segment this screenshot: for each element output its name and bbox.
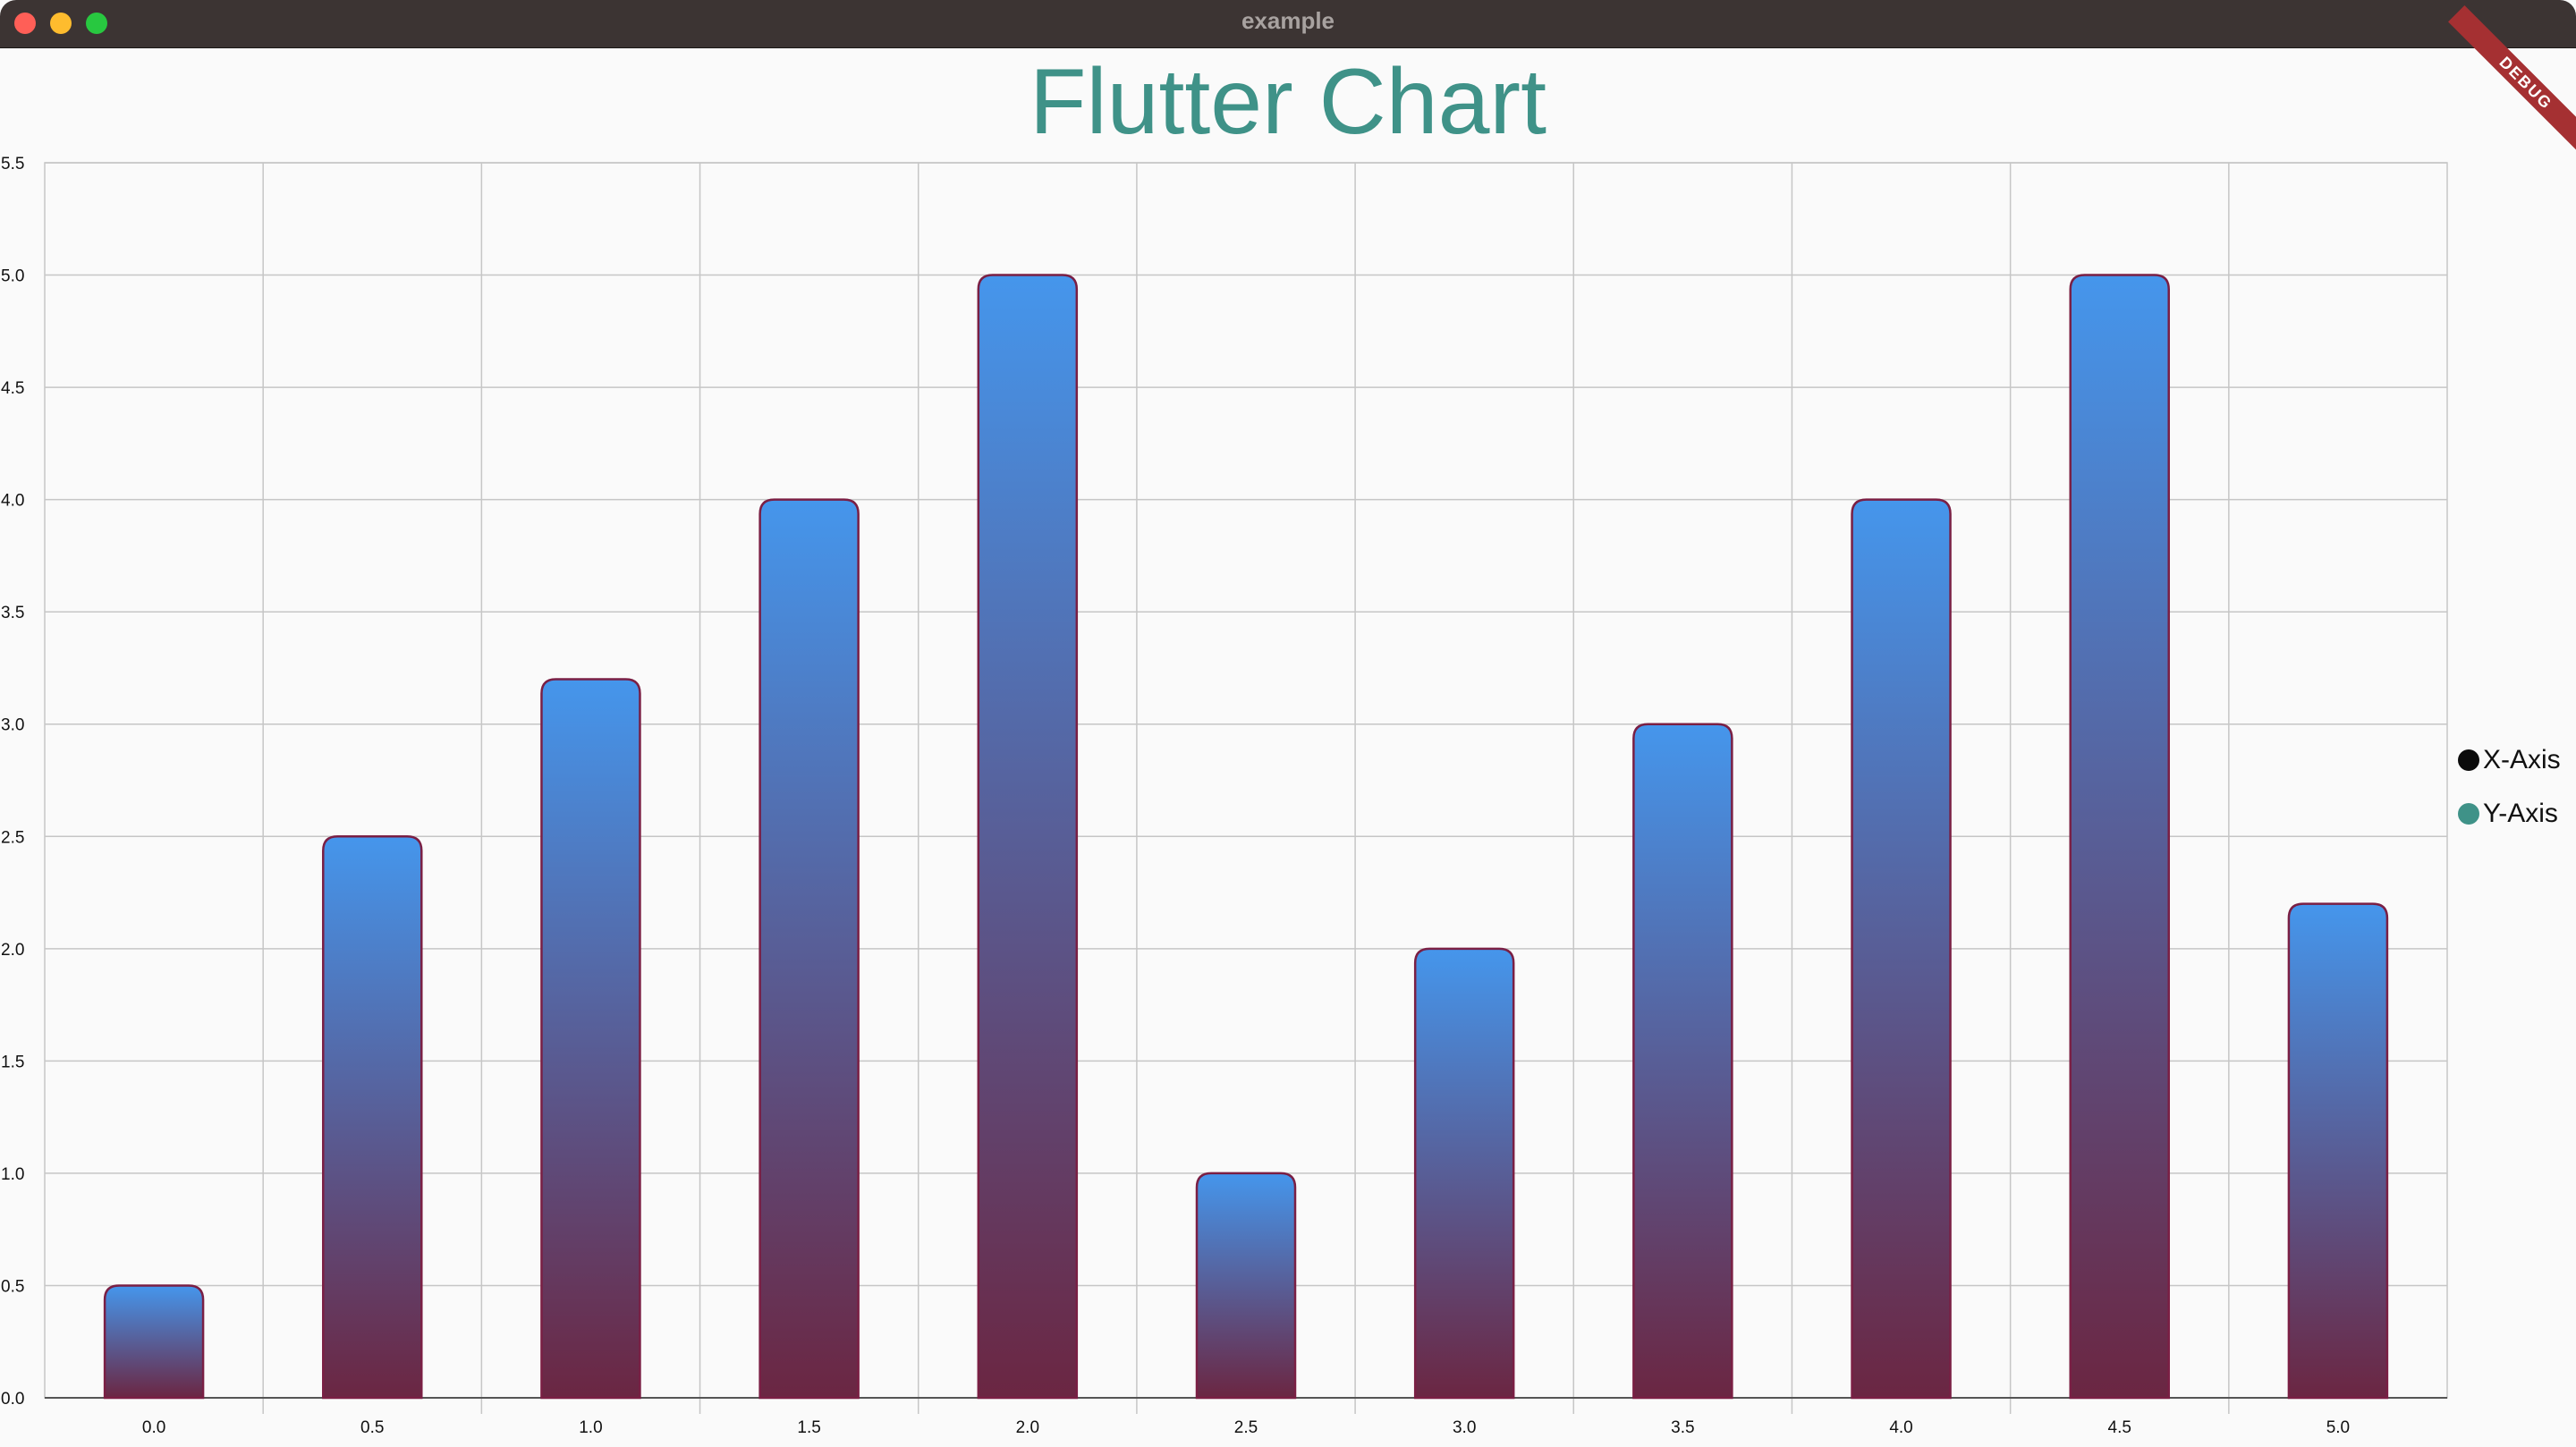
y-tick-label: 3.0 <box>1 716 24 735</box>
y-tick-label: 0.0 <box>1 1390 24 1409</box>
close-window-button[interactable] <box>14 13 36 34</box>
legend-dot-y-axis <box>2458 803 2479 825</box>
window-title: example <box>1241 7 1335 34</box>
bar-1.0[interactable] <box>540 678 641 1400</box>
y-tick-label: 4.0 <box>1 492 24 511</box>
x-tick-label: 4.0 <box>1889 1418 1912 1437</box>
legend-item-y-axis: Y-Axis <box>2458 787 2561 841</box>
x-tick-label: 1.0 <box>579 1418 602 1437</box>
maximize-window-button[interactable] <box>86 13 107 34</box>
x-tick-label: 4.5 <box>2108 1418 2131 1437</box>
x-tick-label: 1.5 <box>797 1418 820 1437</box>
y-tick-label: 5.5 <box>1 155 24 173</box>
minimize-window-button[interactable] <box>50 13 72 34</box>
x-tick-label: 2.5 <box>1234 1418 1258 1437</box>
bar-1.5[interactable] <box>758 498 860 1400</box>
y-tick-label: 3.5 <box>1 604 24 622</box>
y-tick-label: 2.5 <box>1 828 24 847</box>
bar-4.5[interactable] <box>2069 274 2170 1400</box>
x-tick-label: 0.5 <box>360 1418 384 1437</box>
y-tick-label: 2.0 <box>1 941 24 960</box>
legend-label-x-axis: X-Axis <box>2483 745 2561 774</box>
y-tick-label: 0.5 <box>1 1277 24 1296</box>
legend-item-x-axis: X-Axis <box>2458 733 2561 787</box>
bar-0.5[interactable] <box>322 835 423 1400</box>
chart-legend: X-Axis Y-Axis <box>2458 733 2561 841</box>
bar-5.0[interactable] <box>2287 902 2389 1400</box>
legend-label-y-axis: Y-Axis <box>2483 799 2558 828</box>
y-tick-label: 5.0 <box>1 267 24 286</box>
title-bar: example <box>0 0 2576 48</box>
bar-0.0[interactable] <box>103 1284 205 1400</box>
y-tick-label: 4.5 <box>1 379 24 398</box>
chart-title: Flutter Chart <box>1030 50 1546 154</box>
legend-dot-x-axis <box>2458 749 2479 771</box>
x-tick-label: 2.0 <box>1016 1418 1039 1437</box>
y-tick-label: 1.5 <box>1 1053 24 1071</box>
bar-2.5[interactable] <box>1195 1172 1297 1400</box>
y-tick-label: 1.0 <box>1 1165 24 1184</box>
x-tick-label: 0.0 <box>142 1418 165 1437</box>
bar-2.0[interactable] <box>977 274 1079 1400</box>
bar-3.5[interactable] <box>1632 723 1733 1400</box>
bar-3.0[interactable] <box>1413 947 1515 1400</box>
x-tick-label: 3.0 <box>1453 1418 1476 1437</box>
x-tick-label: 3.5 <box>1671 1418 1694 1437</box>
bar-4.0[interactable] <box>1851 498 1952 1400</box>
x-tick-label: 5.0 <box>2326 1418 2350 1437</box>
